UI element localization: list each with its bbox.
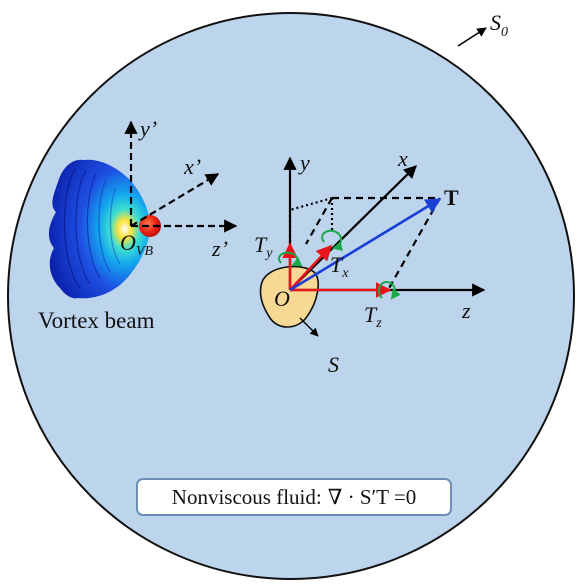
torque-total-label: T [444, 185, 459, 210]
vortex-beam-graphic [48, 159, 150, 299]
equation-formula: ∇ · S′T =0 [327, 484, 417, 509]
total-torque-arrow [289, 197, 442, 292]
beam-origin-label: OVB [120, 230, 153, 259]
torque-tx-arrow [289, 244, 333, 291]
equation-prefix: Nonviscous fluid: [171, 484, 322, 509]
s0-pointer-arrow [457, 27, 487, 47]
beam-caption: Vortex beam [38, 308, 155, 333]
torque-tz-label: Tz [364, 302, 382, 331]
beam-x-label: x’ [183, 154, 201, 179]
equation-box: Nonviscous fluid: ∇ · S′T =0 [136, 478, 452, 516]
surface-s-label: S [328, 352, 339, 377]
s0-label: S0 [490, 10, 508, 40]
particle-origin-label: O [274, 286, 290, 311]
particle-x-label: x [397, 146, 408, 171]
torque-tx-label: Tx [330, 252, 349, 281]
beam-z-label: z’ [211, 236, 228, 261]
torque-ty-label: Ty [254, 232, 273, 261]
beam-x-axis [130, 173, 220, 227]
particle-y-label: y [298, 150, 310, 175]
rotation-markers [277, 229, 401, 300]
projection-lines [288, 196, 441, 291]
surface-s-pointer [299, 317, 319, 337]
particle-z-label: z [461, 298, 471, 323]
beam-particle [139, 215, 161, 237]
beam-y-label: y’ [138, 116, 157, 141]
